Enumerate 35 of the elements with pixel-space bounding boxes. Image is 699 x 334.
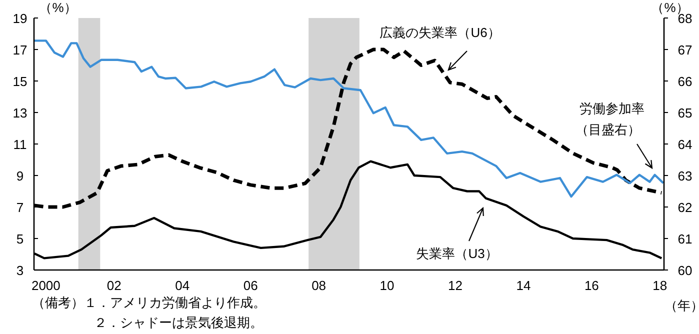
y2-tick-label: 61 [678,232,692,246]
y-tick-label: 7 [16,200,24,215]
text: ２．シャドーは景気後退期。 [94,315,263,330]
y-tick-label: 19 [12,11,28,26]
y-tick-label: 11 [13,137,27,152]
y-tick-label: 13 [12,106,28,120]
y2-axis-title: （%） [651,0,689,15]
y2-tick-label: 63 [678,168,692,184]
x-tick-label: 2000 [31,278,60,293]
y-tick-label: 3 [16,263,24,278]
x-tick-label: 18 [652,278,668,293]
x-tick-label: 16 [584,278,599,293]
y2-tick-label: 65 [678,106,692,120]
x-tick-label: 14 [516,278,531,293]
x-tick-label: 02 [106,278,122,293]
y2-tick-label: 67 [678,42,692,58]
y-tick-label: 15 [12,74,28,89]
y-axis-title: （%） [39,0,77,15]
y-tick-label: 5 [16,232,24,246]
x-tick-label: 04 [175,278,190,293]
x-axis-title: （年） [664,298,699,313]
y2-tick-label: 66 [678,74,692,89]
y2-tick-label: 62 [678,200,692,215]
annotation: 失業率（U3） [416,246,498,261]
x-tick-label: 08 [312,278,326,293]
text: （備考）１．アメリカ労働省より作成。 [32,295,266,310]
annotation: 労働参加率（目盛右） [576,101,644,137]
y2-tick-label: 64 [678,137,692,152]
x-tick-label: 12 [448,278,462,293]
x-tick-label: 06 [243,278,258,293]
x-tick-label: 10 [380,278,394,293]
y-tick-label: 9 [16,168,24,184]
y-tick-label: 17 [12,42,28,58]
annotation: 広義の失業率（U6） [380,25,500,40]
y2-tick-label: 60 [678,263,692,278]
